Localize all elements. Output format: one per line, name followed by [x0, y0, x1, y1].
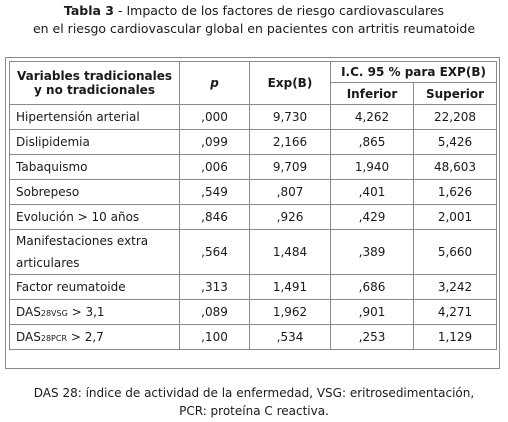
caption-separator: - [113, 3, 127, 18]
caption-label: Tabla 3 [63, 3, 114, 18]
row-upper: 5,660 [412, 229, 498, 275]
row-p: ,100 [179, 324, 250, 350]
row-exp: 9,709 [249, 154, 331, 180]
row-lower: 1,940 [330, 154, 414, 180]
row-upper: 22,208 [412, 104, 498, 130]
row-exp: ,534 [249, 324, 331, 350]
row-p: ,313 [179, 274, 250, 300]
row-variable: Dislipidemia [9, 129, 180, 155]
row-lower: ,429 [330, 204, 414, 230]
row-p: ,089 [179, 299, 250, 325]
table-row: Tabaquismo ,006 9,709 1,940 48,603 [9, 154, 498, 180]
table-row: Manifestaciones extra articulares ,564 1… [9, 229, 498, 275]
row-lower: ,389 [330, 229, 414, 275]
table-row: Dislipidemia ,099 2,166 ,865 5,426 [9, 129, 498, 155]
row-exp: 9,730 [249, 104, 331, 130]
row-exp: 1,962 [249, 299, 331, 325]
row-exp: ,807 [249, 179, 331, 205]
row-variable: Tabaquismo [9, 154, 180, 180]
row-lower: ,686 [330, 274, 414, 300]
row-variable: Evolución > 10 años [9, 204, 180, 230]
row-upper: 1,129 [412, 324, 498, 350]
row-upper: 2,001 [412, 204, 498, 230]
row-lower: ,401 [330, 179, 414, 205]
row-variable: Factor reumatoide [9, 274, 180, 300]
row-upper: 5,426 [412, 129, 498, 155]
table-row: Evolución > 10 años ,846 ,926 ,429 2,001 [9, 204, 498, 230]
row-variable-line-1: Manifestaciones extra [16, 234, 149, 248]
header-variables: Variables tradicionales y no tradicional… [9, 61, 180, 105]
row-p: ,549 [179, 179, 250, 205]
row-variable-tail: > 2,7 [67, 330, 104, 344]
header-exp: Exp(B) [249, 61, 331, 105]
row-exp: 2,166 [249, 129, 331, 155]
row-p: ,000 [179, 104, 250, 130]
header-lower: Inferior [330, 82, 414, 105]
table-row: DAS28VSG > 3,1 ,089 1,962 ,901 4,271 [9, 299, 498, 325]
header-ci: I.C. 95 % para EXP(B) [329, 61, 498, 83]
row-upper: 1,626 [412, 179, 498, 205]
row-upper: 3,242 [412, 274, 498, 300]
row-lower: 4,262 [330, 104, 414, 130]
row-lower: ,253 [330, 324, 414, 350]
row-variable-main: DAS [16, 330, 41, 344]
caption-title: Impacto de los factores de riesgo cardio… [126, 3, 445, 18]
row-variable-main: DAS [16, 305, 41, 319]
footnote-line-2: PCR: proteína C reactiva. [179, 404, 329, 418]
row-p: ,564 [179, 229, 250, 275]
caption-line-2: en el riesgo cardiovascular global en pa… [32, 21, 476, 36]
row-variable-line-2: articulares [16, 256, 80, 270]
caption-line-1: Tabla 3 - Impacto de los factores de rie… [0, 2, 508, 20]
table-frame: Variables tradicionales y no tradicional… [5, 57, 500, 369]
row-p: ,006 [179, 154, 250, 180]
row-exp: 1,484 [249, 229, 331, 275]
row-p: ,846 [179, 204, 250, 230]
row-variable: DAS28VSG > 3,1 [9, 299, 180, 325]
row-upper: 48,603 [412, 154, 498, 180]
table-row: Factor reumatoide ,313 1,491 ,686 3,242 [9, 274, 498, 300]
row-variable: Hipertensión arterial [9, 104, 180, 130]
row-exp: ,926 [249, 204, 331, 230]
header-upper: Superior [412, 82, 498, 105]
row-exp: 1,491 [249, 274, 331, 300]
table-caption: Tabla 3 - Impacto de los factores de rie… [0, 2, 508, 38]
results-table: Variables tradicionales y no tradicional… [9, 61, 498, 350]
row-upper: 4,271 [412, 299, 498, 325]
row-variable: Sobrepeso [9, 179, 180, 205]
row-variable-subscript: 28PCR [40, 334, 68, 343]
row-variable: DAS28PCR > 2,7 [9, 324, 180, 350]
footnote-line-1: DAS 28: índice de actividad de la enferm… [33, 386, 475, 400]
row-variable: Manifestaciones extra articulares [9, 229, 180, 275]
row-lower: ,901 [330, 299, 414, 325]
row-variable-tail: > 3,1 [67, 305, 105, 319]
table-row: Sobrepeso ,549 ,807 ,401 1,626 [9, 179, 498, 205]
row-lower: ,865 [330, 129, 414, 155]
row-p: ,099 [179, 129, 250, 155]
table-row: DAS28PCR > 2,7 ,100 ,534 ,253 1,129 [9, 324, 498, 350]
table-footnote: DAS 28: índice de actividad de la enferm… [0, 384, 508, 420]
table-row: Hipertensión arterial ,000 9,730 4,262 2… [9, 104, 498, 130]
row-variable-subscript: 28VSG [40, 309, 68, 318]
header-p: p [179, 61, 250, 105]
